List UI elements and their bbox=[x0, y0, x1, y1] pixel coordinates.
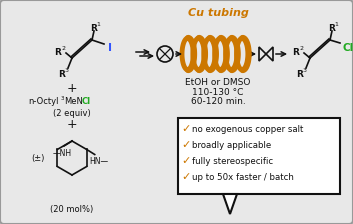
Text: Cl: Cl bbox=[342, 43, 353, 53]
Text: R: R bbox=[293, 47, 299, 56]
Text: (±): (±) bbox=[31, 153, 45, 162]
Text: up to 50x faster / batch: up to 50x faster / batch bbox=[192, 172, 294, 181]
Text: 1: 1 bbox=[334, 22, 338, 26]
Text: (20 mol%): (20 mol%) bbox=[50, 205, 94, 215]
Text: HN—: HN— bbox=[89, 157, 108, 166]
Text: MeN: MeN bbox=[64, 97, 83, 106]
Text: +: + bbox=[67, 82, 77, 95]
Text: Cl: Cl bbox=[82, 97, 91, 106]
Text: broadly applicable: broadly applicable bbox=[192, 140, 271, 149]
Text: ✓: ✓ bbox=[181, 156, 191, 166]
Text: 110-130 °C: 110-130 °C bbox=[192, 88, 244, 97]
Text: 3: 3 bbox=[303, 67, 307, 73]
Text: 2: 2 bbox=[299, 45, 303, 50]
Text: R: R bbox=[329, 24, 335, 32]
Text: ✓: ✓ bbox=[181, 140, 191, 150]
Text: fully stereospecific: fully stereospecific bbox=[192, 157, 273, 166]
Text: —NH: —NH bbox=[53, 149, 72, 157]
Text: EtOH or DMSO: EtOH or DMSO bbox=[185, 78, 251, 86]
Text: n-Octyl: n-Octyl bbox=[28, 97, 59, 106]
Text: 3: 3 bbox=[61, 97, 65, 101]
Polygon shape bbox=[223, 194, 237, 214]
Text: I: I bbox=[108, 43, 112, 53]
Text: R: R bbox=[91, 24, 97, 32]
Text: Cu tubing: Cu tubing bbox=[187, 8, 249, 18]
Text: 60-120 min.: 60-120 min. bbox=[191, 97, 245, 106]
Text: R: R bbox=[297, 69, 304, 78]
Text: R: R bbox=[55, 47, 61, 56]
FancyBboxPatch shape bbox=[178, 118, 340, 194]
Text: ✓: ✓ bbox=[181, 172, 191, 182]
Text: +: + bbox=[67, 118, 77, 131]
Text: 1: 1 bbox=[96, 22, 100, 26]
Text: no exogenous copper salt: no exogenous copper salt bbox=[192, 125, 303, 134]
Text: 3: 3 bbox=[65, 67, 69, 73]
Text: ✓: ✓ bbox=[181, 124, 191, 134]
Text: R: R bbox=[59, 69, 65, 78]
Text: 2: 2 bbox=[61, 45, 65, 50]
Text: (2 equiv): (2 equiv) bbox=[53, 108, 91, 118]
